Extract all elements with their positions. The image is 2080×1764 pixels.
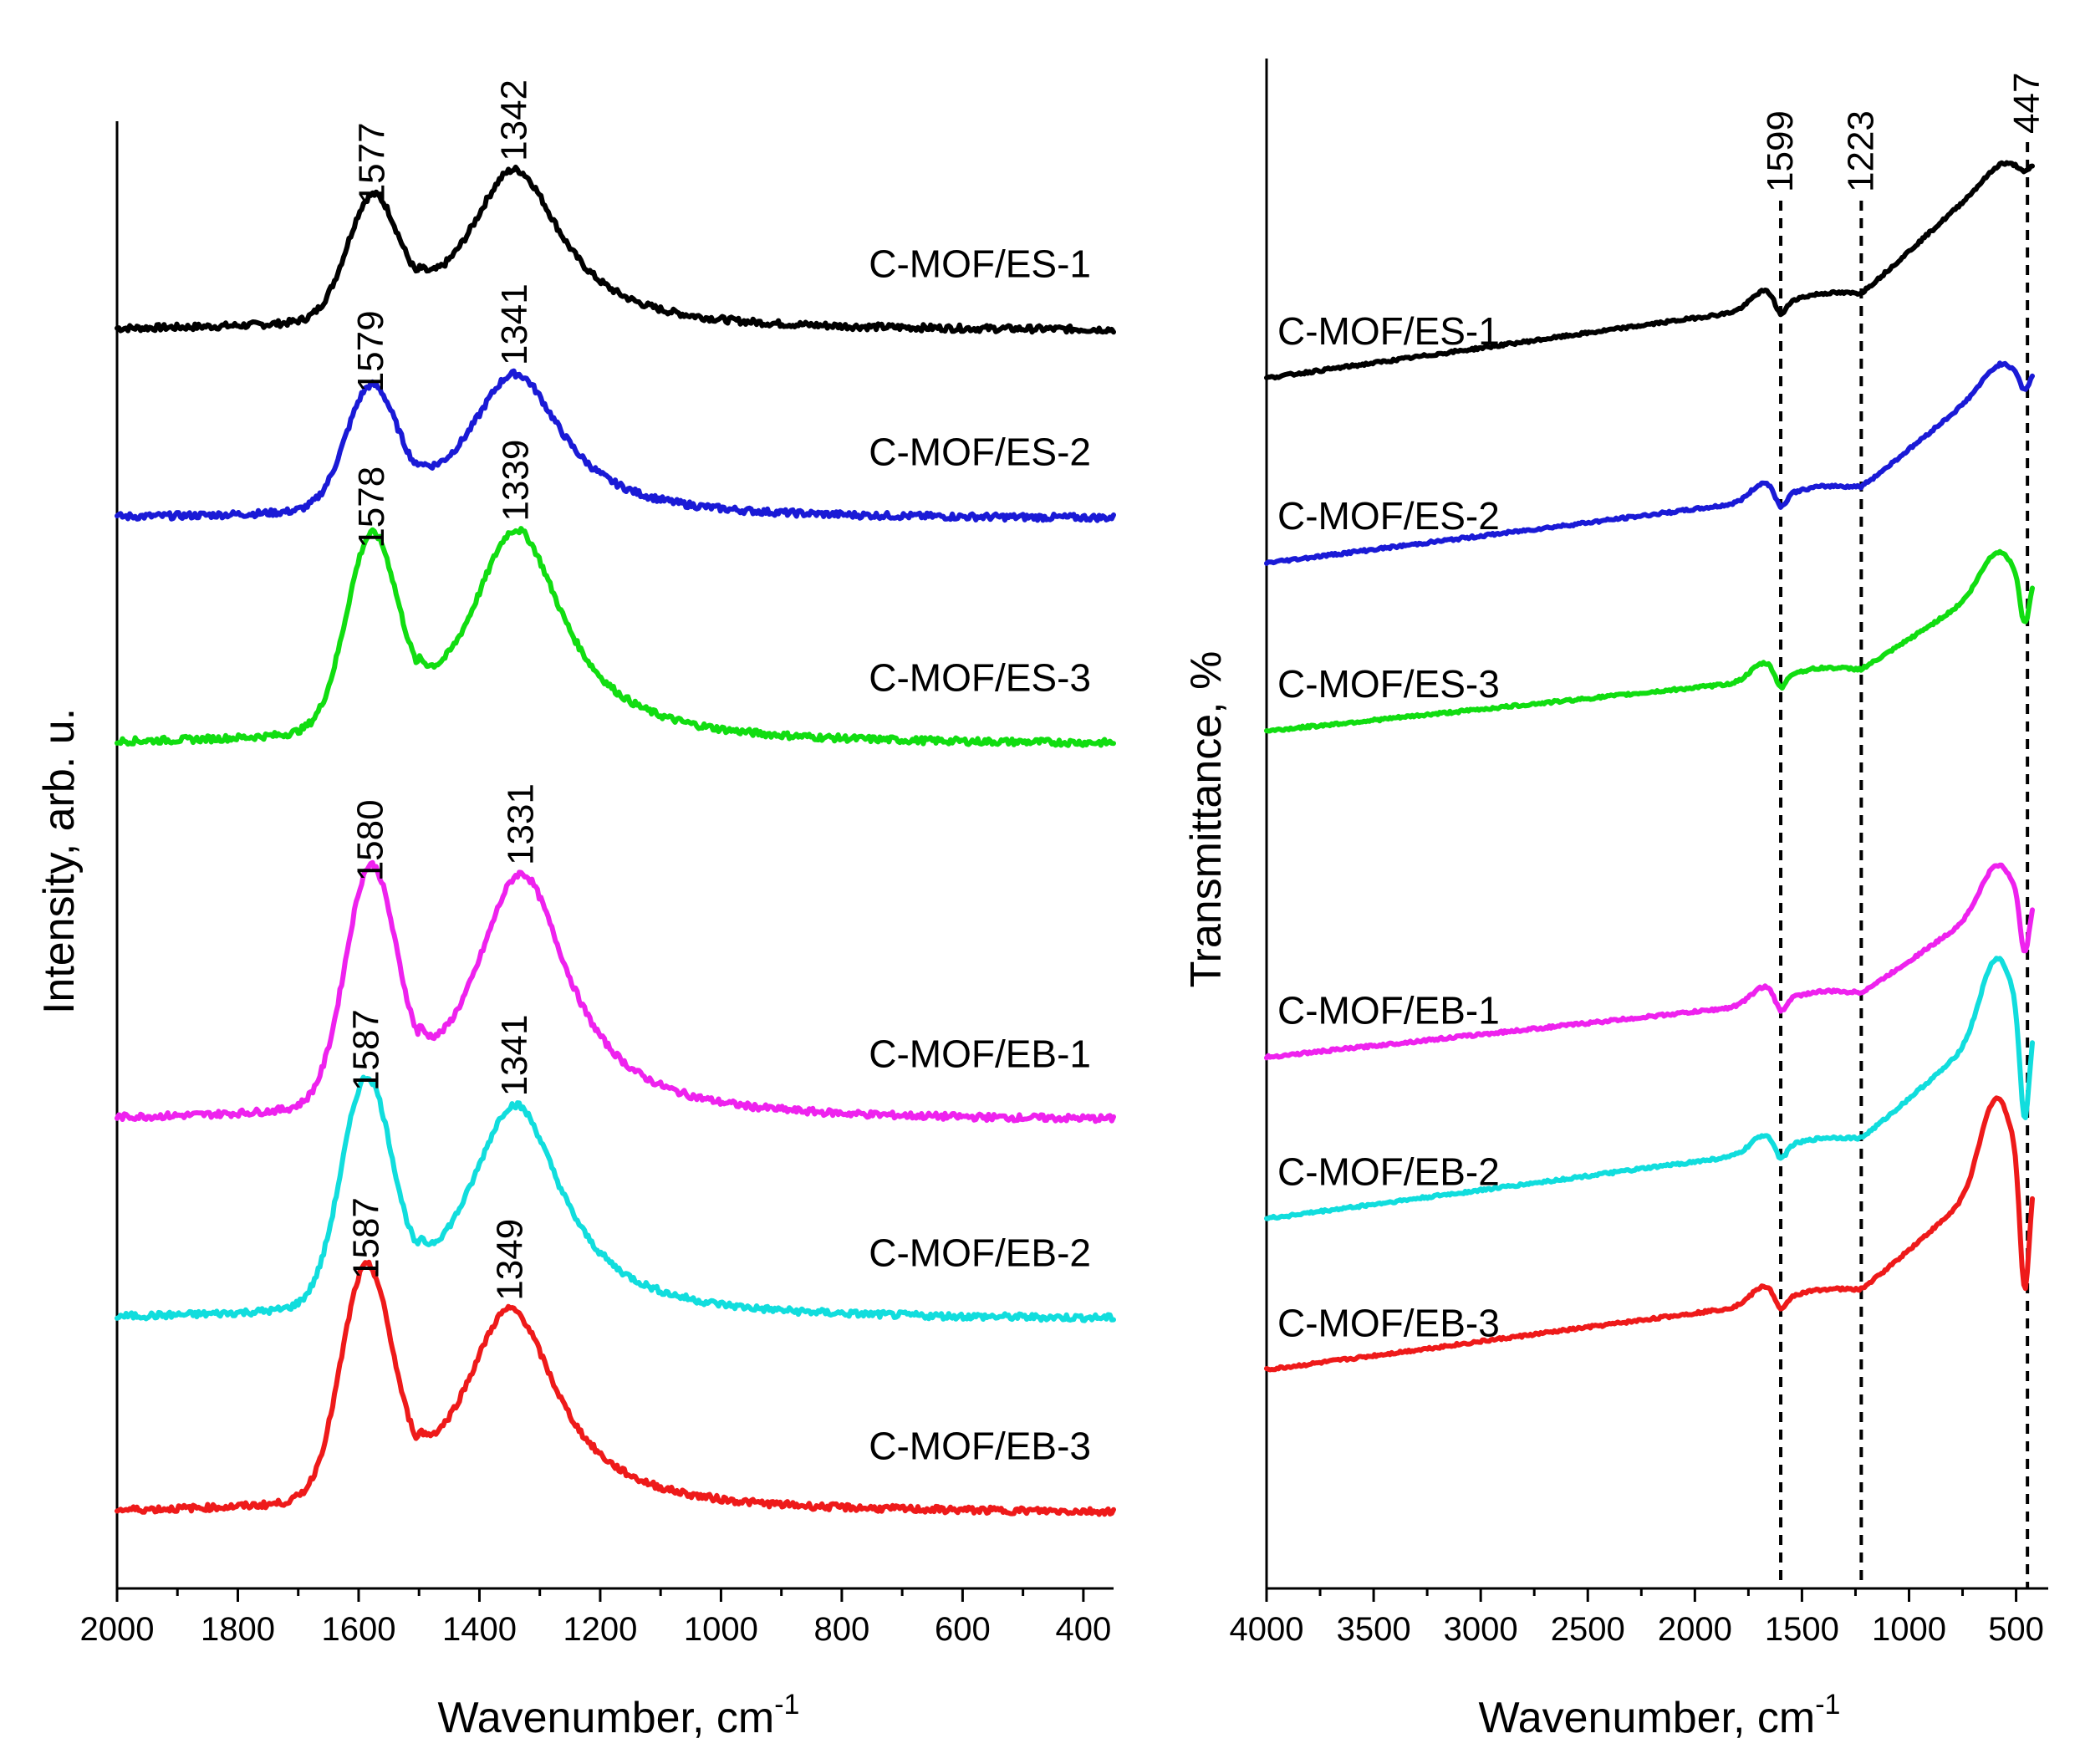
raman-series: [115, 164, 1116, 1517]
raman-series-c-mof-eb-3: [115, 1259, 1116, 1517]
ftir-reference-label-1599: 1599: [1760, 110, 1801, 192]
ftir-series-label-c-mof-es-2: C-MOF/ES-2: [1277, 494, 1500, 538]
raman-x-tick-label-1800: 1800: [201, 1611, 275, 1648]
ftir-series-c-mof-eb-3: [1264, 1095, 2035, 1373]
ftir-series-label-c-mof-eb-3: C-MOF/EB-3: [1277, 1301, 1500, 1344]
ftir-x-tick-label-1500: 1500: [1765, 1611, 1839, 1648]
raman-x-axis-title: Wavenumber, cm-1: [438, 1689, 800, 1742]
ftir-series-label-c-mof-es-1: C-MOF/ES-1: [1277, 309, 1500, 353]
raman-series-label-c-mof-es-2: C-MOF/ES-2: [869, 430, 1091, 473]
raman-x-ticks: 2000 1800 1600 1400 1200 1000 800 600 400: [80, 1588, 1112, 1648]
raman-x-tick-label-1200: 1200: [563, 1611, 637, 1648]
raman-series-c-mof-eb-1: [115, 859, 1116, 1124]
ftir-series-c-mof-eb-1: [1264, 862, 2035, 1061]
ftir-series-c-mof-eb-2: [1264, 956, 2035, 1221]
ftir-y-axis-title: Transmittance, %: [1182, 651, 1231, 988]
raman-peak-label-c-mof-es-2-1579: 1579: [350, 310, 391, 392]
raman-series-label-c-mof-eb-1: C-MOF/EB-1: [869, 1032, 1091, 1075]
raman-peak-label-c-mof-es-1-1342: 1342: [493, 79, 534, 161]
raman-peak-label-c-mof-eb-3-1587: 1587: [345, 1197, 386, 1279]
raman-series-c-mof-es-2: [115, 368, 1116, 523]
raman-peak-label-c-mof-eb-1-1580: 1580: [349, 799, 390, 881]
ftir-x-tick-label-2500: 2500: [1551, 1611, 1625, 1648]
ftir-reference-label-447: 447: [2006, 73, 2047, 134]
ftir-x-tick-label-1000: 1000: [1872, 1611, 1946, 1648]
raman-series-label-c-mof-eb-3: C-MOF/EB-3: [869, 1425, 1091, 1468]
raman-series-c-mof-es-1: [115, 164, 1116, 335]
raman-panel: 2000 1800 1600 1400 1200 1000 800 600 400 1577 13…: [35, 79, 1116, 1742]
raman-series-label-c-mof-es-3: C-MOF/ES-3: [869, 655, 1091, 699]
raman-y-axis-title: Intensity, arb. u.: [35, 708, 84, 1014]
ftir-reference-lines: 1599 1223 447: [1760, 73, 2047, 1588]
raman-x-tick-label-600: 600: [935, 1611, 991, 1648]
raman-x-tick-label-1600: 1600: [321, 1611, 395, 1648]
raman-peak-label-c-mof-es-3-1578: 1578: [351, 466, 392, 548]
ftir-series-label-c-mof-es-3: C-MOF/ES-3: [1277, 662, 1500, 706]
raman-series-label-c-mof-eb-2: C-MOF/EB-2: [869, 1231, 1091, 1274]
raman-x-axis-title-text: Wavenumber, cm: [438, 1694, 775, 1742]
ftir-x-tick-label-4000: 4000: [1230, 1611, 1304, 1648]
ftir-series-c-mof-es-2: [1264, 360, 2035, 566]
raman-x-tick-label-1400: 1400: [442, 1611, 517, 1648]
raman-series-c-mof-eb-2: [115, 1074, 1116, 1323]
ftir-x-tick-label-2000: 2000: [1658, 1611, 1732, 1648]
ftir-x-tick-label-3000: 3000: [1444, 1611, 1518, 1648]
ftir-x-tick-label-3500: 3500: [1337, 1611, 1411, 1648]
raman-x-tick-label-2000: 2000: [80, 1611, 155, 1648]
raman-x-axis-title-sup: -1: [774, 1689, 799, 1721]
raman-peak-label-c-mof-es-3-1339: 1339: [496, 440, 537, 522]
ftir-x-axis-title-text: Wavenumber, cm: [1479, 1694, 1816, 1742]
ftir-panel: 4000 3500 3000 2500 2000 1500 1000 500 1599 1223…: [1182, 59, 2048, 1742]
raman-series-c-mof-es-3: [115, 526, 1116, 748]
ftir-series-c-mof-es-1: [1264, 160, 2035, 381]
ftir-series-c-mof-es-3: [1264, 548, 2035, 734]
ftir-x-ticks: 4000 3500 3000 2500 2000 1500 1000 500: [1230, 1588, 2044, 1648]
ftir-series-labels: C-MOF/ES-1 C-MOF/ES-2 C-MOF/ES-3 C-MOF/EB-1…: [1277, 309, 1500, 1344]
ftir-series-label-c-mof-eb-1: C-MOF/EB-1: [1277, 988, 1500, 1032]
raman-peak-label-c-mof-eb-1-1331: 1331: [500, 783, 541, 865]
raman-peak-label-c-mof-es-1-1577: 1577: [352, 122, 393, 204]
ftir-series: [1264, 160, 2035, 1373]
raman-series-label-c-mof-es-1: C-MOF/ES-1: [869, 242, 1091, 285]
raman-x-tick-label-800: 800: [814, 1611, 870, 1648]
raman-peak-label-c-mof-eb-3-1349: 1349: [489, 1219, 530, 1301]
ftir-reference-label-1223: 1223: [1840, 110, 1881, 192]
raman-peak-label-c-mof-es-2-1341: 1341: [494, 283, 535, 365]
raman-peak-label-c-mof-eb-2-1341: 1341: [494, 1015, 535, 1097]
raman-x-tick-label-400: 400: [1056, 1611, 1112, 1648]
ftir-x-tick-label-500: 500: [1988, 1611, 2044, 1648]
ftir-series-label-c-mof-eb-2: C-MOF/EB-2: [1277, 1150, 1500, 1193]
raman-x-tick-label-1000: 1000: [684, 1611, 758, 1648]
ftir-x-axis-title-sup: -1: [1815, 1689, 1840, 1721]
ftir-x-axis-title: Wavenumber, cm-1: [1479, 1689, 1841, 1742]
raman-series-labels: C-MOF/ES-1 C-MOF/ES-2 C-MOF/ES-3 C-MOF/EB-1…: [869, 242, 1091, 1467]
raman-peak-label-c-mof-eb-2-1587: 1587: [345, 1009, 386, 1091]
raman-peak-labels: 1577 1342 1579 1341 1578 1339 1580 1331 1587 1341…: [345, 79, 541, 1301]
